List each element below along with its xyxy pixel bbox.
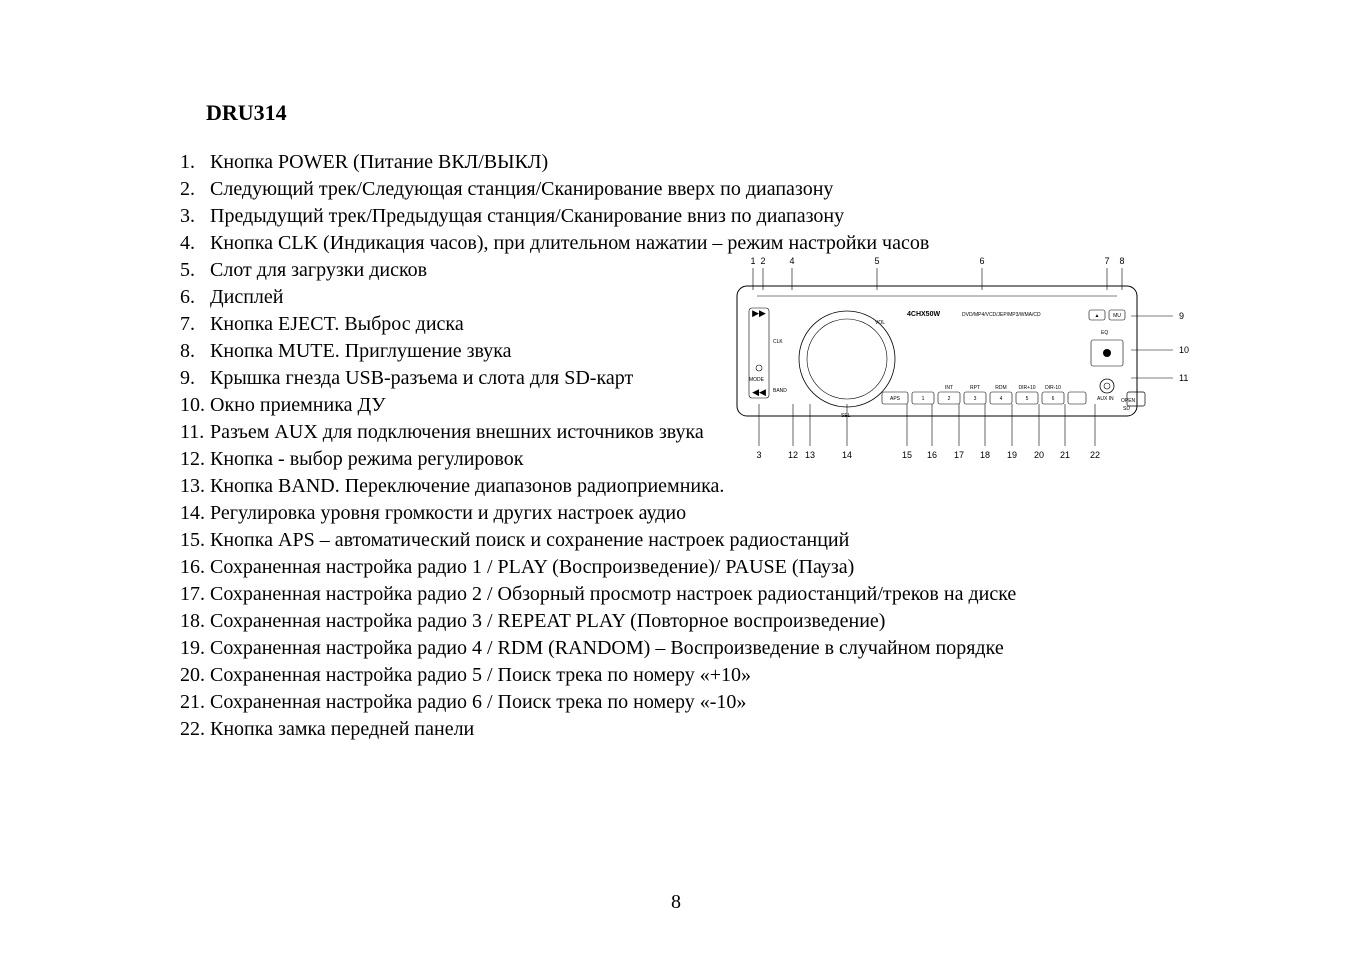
svg-text:1: 1 xyxy=(922,396,925,402)
list-item: Сохраненная настройка радио 1 / PLAY (Во… xyxy=(180,555,1172,580)
svg-text:AUX IN: AUX IN xyxy=(1097,396,1114,402)
svg-text:4: 4 xyxy=(1000,396,1003,402)
svg-text:RPT: RPT xyxy=(970,385,980,391)
svg-text:DIR-10: DIR-10 xyxy=(1045,385,1061,391)
list-item: Сохраненная настройка радио 6 / Поиск тр… xyxy=(180,690,1172,715)
svg-text:MU: MU xyxy=(1113,313,1121,319)
svg-text:DIR+10: DIR+10 xyxy=(1018,385,1035,391)
svg-text:5: 5 xyxy=(1026,396,1029,402)
svg-text:17: 17 xyxy=(954,450,964,460)
svg-text:13: 13 xyxy=(805,450,815,460)
svg-text:SEL: SEL xyxy=(841,413,851,419)
svg-text:▲: ▲ xyxy=(1095,313,1100,319)
svg-text:INT: INT xyxy=(945,385,953,391)
svg-text:15: 15 xyxy=(902,450,912,460)
svg-text:10: 10 xyxy=(1179,345,1189,355)
svg-text:RDM: RDM xyxy=(995,385,1006,391)
svg-text:22: 22 xyxy=(1090,450,1100,460)
device-diagram: 1245678▶▶◀◀CLKVOLSELBANDMODE4CHX50WDVD/M… xyxy=(717,250,1192,470)
svg-text:4: 4 xyxy=(789,256,794,266)
list-item: Кнопка APS – автоматический поиск и сохр… xyxy=(180,528,1172,553)
svg-text:4CHX50W: 4CHX50W xyxy=(907,311,940,318)
svg-text:12: 12 xyxy=(788,450,798,460)
svg-text:APS: APS xyxy=(890,396,901,402)
page-number: 8 xyxy=(671,891,681,914)
list-item: Регулировка уровня громкости и других на… xyxy=(180,501,1172,526)
svg-text:11: 11 xyxy=(1179,373,1188,383)
svg-text:6: 6 xyxy=(1052,396,1055,402)
svg-text:16: 16 xyxy=(927,450,937,460)
svg-text:2: 2 xyxy=(948,396,951,402)
svg-text:14: 14 xyxy=(842,450,852,460)
list-item: Сохраненная настройка радио 3 / REPEAT P… xyxy=(180,609,1172,634)
svg-text:BAND: BAND xyxy=(773,388,787,394)
list-item: Кнопка замка передней панели xyxy=(180,717,1172,742)
svg-text:21: 21 xyxy=(1060,450,1070,460)
svg-text:VOL: VOL xyxy=(875,320,885,326)
svg-text:7: 7 xyxy=(1104,256,1109,266)
content-wrap: Кнопка POWER (Питание ВКЛ/ВЫКЛ)Следующий… xyxy=(180,150,1172,742)
list-item: Предыдущий трек/Предыдущая станция/Скани… xyxy=(180,204,1172,229)
svg-text:MODE: MODE xyxy=(749,377,765,383)
svg-text:18: 18 xyxy=(980,450,990,460)
model-title: DRU314 xyxy=(206,100,1172,126)
svg-text:EQ: EQ xyxy=(1101,330,1108,336)
svg-text:5: 5 xyxy=(874,256,879,266)
svg-text:OPEN: OPEN xyxy=(1121,398,1136,404)
list-item: Следующий трек/Следующая станция/Сканиро… xyxy=(180,177,1172,202)
svg-text:9: 9 xyxy=(1179,311,1184,321)
svg-text:19: 19 xyxy=(1007,450,1017,460)
svg-text:SD: SD xyxy=(1123,406,1130,412)
svg-text:8: 8 xyxy=(1119,256,1124,266)
list-item: Кнопка POWER (Питание ВКЛ/ВЫКЛ) xyxy=(180,150,1172,175)
svg-text:1: 1 xyxy=(750,256,755,266)
svg-text:6: 6 xyxy=(979,256,984,266)
svg-text:2: 2 xyxy=(760,256,765,266)
svg-text:▶▶: ▶▶ xyxy=(752,308,766,318)
list-item: Сохраненная настройка радио 4 / RDM (RAN… xyxy=(180,636,1172,661)
svg-text:20: 20 xyxy=(1034,450,1044,460)
svg-text:3: 3 xyxy=(756,450,761,460)
svg-text:CLK: CLK xyxy=(773,339,783,345)
list-item: Сохраненная настройка радио 2 / Обзорный… xyxy=(180,582,1172,607)
svg-text:DVD/MP4/VCD/JEP/MP3/WMA/CD: DVD/MP4/VCD/JEP/MP3/WMA/CD xyxy=(962,312,1041,318)
list-item: Сохраненная настройка радио 5 / Поиск тр… xyxy=(180,663,1172,688)
list-item: Кнопка BAND. Переключение диапазонов рад… xyxy=(180,474,1172,499)
svg-text:◀◀: ◀◀ xyxy=(752,387,766,397)
svg-text:3: 3 xyxy=(974,396,977,402)
